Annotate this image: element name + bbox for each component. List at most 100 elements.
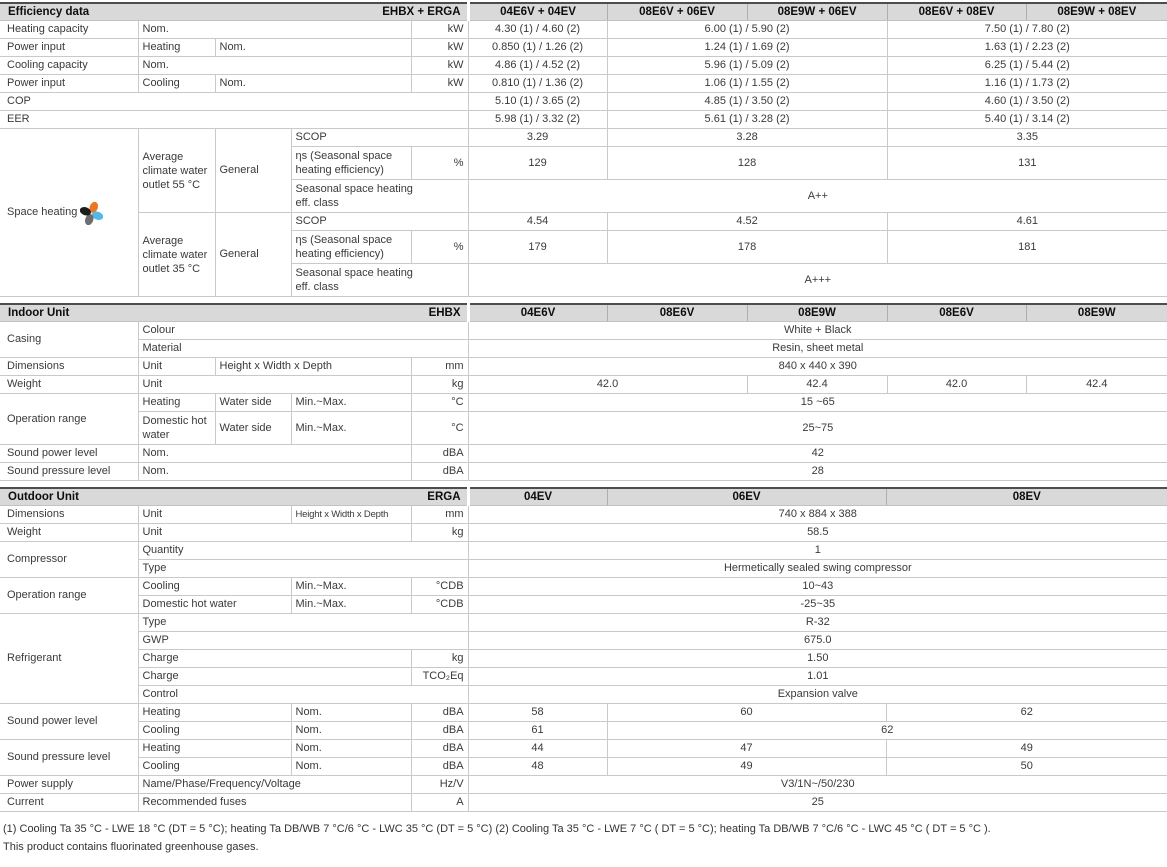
- table-row: Power input Cooling Nom. kW 0.810 (1) / …: [0, 74, 1167, 93]
- value-cell: 6.00 (1) / 5.90 (2): [606, 20, 888, 39]
- row-sublabel: Heating: [137, 703, 291, 722]
- unit-cell: kW: [410, 38, 469, 57]
- row-sublabel: Seasonal space heating eff. class: [290, 263, 469, 297]
- unit-cell: °C: [410, 393, 469, 412]
- value-cell: 10~43: [467, 577, 1167, 596]
- climate-condition-label: Average climate water outlet 55 °C: [137, 128, 215, 213]
- climate-condition-label: Average climate water outlet 35 °C: [137, 212, 215, 297]
- value-cell: 178: [606, 230, 888, 264]
- table-row: Power input Heating Nom. kW 0.850 (1) / …: [0, 38, 1167, 57]
- value-cell: 840 x 440 x 390: [467, 357, 1167, 376]
- unit-cell: Hz/V: [410, 775, 469, 794]
- unit-cell: dBA: [410, 703, 469, 722]
- unit-cell: A: [410, 793, 469, 812]
- table-row: Domestic hot water Min.~Max. °CDB -25~35: [0, 595, 1167, 614]
- row-sublabel: Charge: [137, 649, 411, 668]
- row-sublabel: Nom.: [290, 757, 411, 776]
- value-cell: 60: [606, 703, 887, 722]
- value-cell: 1: [467, 541, 1167, 560]
- value-cell: 129: [467, 146, 608, 180]
- table-row: Cooling Nom. dBA 61 62: [0, 721, 1167, 740]
- row-sublabel: Control: [137, 685, 469, 704]
- value-cell: 5.61 (1) / 3.28 (2): [606, 110, 888, 129]
- value-cell: 740 x 884 x 388: [467, 505, 1167, 524]
- row-label: Refrigerant: [0, 613, 138, 704]
- row-sublabel: Seasonal space heating eff. class: [290, 179, 469, 213]
- value-cell: 4.60 (1) / 3.50 (2): [886, 92, 1167, 111]
- table-row: Casing Colour White + Black: [0, 321, 1167, 358]
- table-row: Dimensions Unit Height x Width x Depth m…: [0, 505, 1167, 524]
- row-label: Current: [0, 793, 138, 812]
- value-cell: 4.30 (1) / 4.60 (2): [467, 20, 608, 39]
- value-cell: -25~35: [467, 595, 1167, 614]
- model-series-label: EHBX: [428, 306, 461, 319]
- row-sublabel: Unit: [137, 523, 411, 542]
- model-series-label: EHBX + ERGA: [382, 5, 461, 18]
- row-sublabel: Domestic hot water: [137, 595, 291, 614]
- row-sublabel: Cooling: [137, 74, 215, 93]
- column-header: 08E6V: [606, 303, 748, 322]
- unit-cell: dBA: [410, 462, 469, 481]
- table-row: Average climate water outlet 35 °C Gener…: [0, 212, 1167, 297]
- value-cell: A+++: [467, 263, 1167, 297]
- table-row: Heating capacity Nom. kW 4.30 (1) / 4.60…: [0, 20, 1167, 39]
- unit-cell: °C: [410, 411, 469, 445]
- table-row: Current Recommended fuses A 25: [0, 793, 1167, 812]
- value-cell: 0.810 (1) / 1.36 (2): [467, 74, 608, 93]
- value-cell: 1.06 (1) / 1.55 (2): [606, 74, 888, 93]
- value-cell: 48: [467, 757, 608, 776]
- value-cell: 179: [467, 230, 608, 264]
- table-row: Dimensions Unit Height x Width x Depth m…: [0, 357, 1167, 376]
- space-heating-wrap: Space heating: [7, 200, 134, 225]
- table-row: Cooling Nom. dBA 48 49 50: [0, 757, 1167, 776]
- table-row: Charge kg 1.50: [0, 649, 1167, 668]
- value-cell: 49: [885, 739, 1167, 758]
- row-label: Heating capacity: [0, 20, 138, 39]
- unit-cell: °CDB: [410, 595, 469, 614]
- row-label: Power supply: [0, 775, 138, 794]
- row-sublabel-text: Seasonal space heating eff. class: [295, 267, 413, 293]
- row-sublabel: Heating: [137, 739, 291, 758]
- table-row: Charge TCO₂Eq 1.01: [0, 667, 1167, 686]
- row-sublabel: SCOP: [290, 212, 469, 231]
- value-cell: 1.24 (1) / 1.69 (2): [606, 38, 888, 57]
- column-header: 06EV: [606, 487, 887, 506]
- outdoor-section-header: Outdoor Unit ERGA: [0, 487, 470, 506]
- value-cell: V3/1N~/50/230: [467, 775, 1167, 794]
- value-cell: A++: [467, 179, 1167, 213]
- value-cell: 1.01: [467, 667, 1167, 686]
- value-cell: 4.54: [467, 212, 608, 231]
- value-cell: 1.16 (1) / 1.73 (2): [886, 74, 1167, 93]
- unit-cell: kW: [410, 74, 469, 93]
- row-label: Sound pressure level: [0, 462, 138, 481]
- unit-cell: kg: [410, 375, 469, 394]
- value-cell: 42: [467, 444, 1167, 463]
- value-cell: 128: [606, 146, 888, 180]
- row-label: Power input: [0, 38, 138, 57]
- row-label: Operation range: [0, 393, 138, 445]
- value-cell: 62: [606, 721, 1167, 740]
- row-sublabel: Min.~Max.: [290, 411, 411, 445]
- row-sublabel-text: Seasonal space heating eff. class: [295, 183, 413, 209]
- table-row: Refrigerant Type R-32: [0, 613, 1167, 704]
- model-series-label: ERGA: [427, 490, 461, 503]
- table-row: Compressor Quantity 1: [0, 541, 1167, 578]
- row-sublabel: GWP: [137, 631, 469, 650]
- value-cell: 58: [467, 703, 608, 722]
- value-cell: 131: [886, 146, 1167, 180]
- table-row: Sound power level Heating Nom. dBA 58 60…: [0, 703, 1167, 740]
- row-sublabel: Type: [137, 559, 469, 578]
- efficiency-header-row: Efficiency data EHBX + ERGA 04E6V + 04EV…: [0, 2, 1167, 21]
- value-cell: 25: [467, 793, 1167, 812]
- outdoor-header-wrap: Outdoor Unit ERGA: [4, 491, 463, 504]
- row-label: COP: [0, 92, 469, 111]
- table-row: Control Expansion valve: [0, 685, 1167, 704]
- unit-cell: TCO₂Eq: [410, 667, 469, 686]
- column-header: 08EV: [885, 487, 1167, 506]
- row-sublabel: Quantity: [137, 541, 469, 560]
- column-header: 08E6V + 06EV: [606, 2, 748, 21]
- value-cell: 3.35: [886, 128, 1167, 147]
- row-sublabel: Min.~Max.: [290, 577, 411, 596]
- value-cell: White + Black: [467, 321, 1167, 340]
- table-row: Operation range Cooling Min.~Max. °CDB 1…: [0, 577, 1167, 614]
